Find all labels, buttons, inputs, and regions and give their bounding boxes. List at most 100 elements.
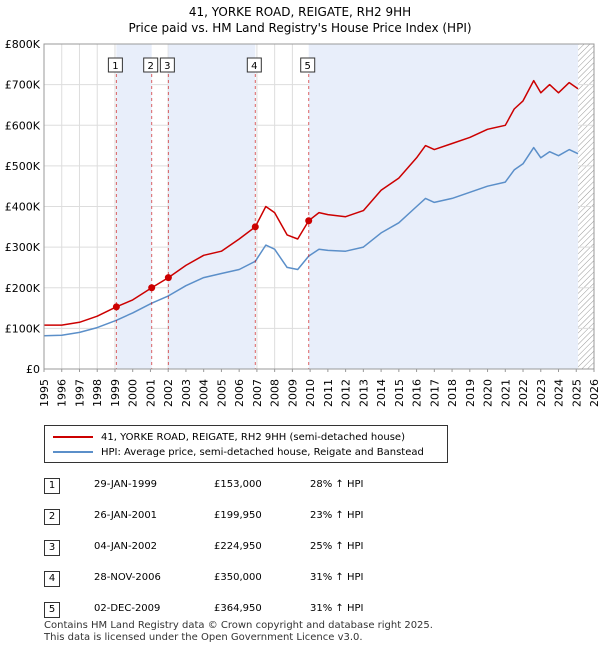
sale-marker-box bbox=[107, 57, 123, 73]
x-tick-label: 2006 bbox=[233, 379, 246, 407]
footer-copyright: Contains HM Land Registry data © Crown c… bbox=[44, 620, 433, 631]
chart-title: 41, YORKE ROAD, REIGATE, RH2 9HH Price p… bbox=[0, 4, 600, 36]
chart-title-line2: Price paid vs. HM Land Registry's House … bbox=[128, 21, 472, 35]
x-tick-label: 2002 bbox=[162, 379, 175, 407]
transaction-number: 1 bbox=[44, 478, 60, 494]
x-tick-label: 2023 bbox=[535, 379, 548, 407]
table-row: 1 29-JAN-1999 £153,000 28% ↑ HPI bbox=[44, 474, 444, 505]
sale-point bbox=[112, 303, 120, 311]
x-tick-label: 2024 bbox=[553, 379, 566, 407]
legend-label-property: 41, YORKE ROAD, REIGATE, RH2 9HH (semi-d… bbox=[101, 431, 405, 443]
table-row: 2 26-JAN-2001 £199,950 23% ↑ HPI bbox=[44, 505, 444, 536]
sale-bands bbox=[116, 44, 579, 369]
x-tick-label: 2018 bbox=[446, 379, 459, 407]
transaction-price: £224,950 bbox=[214, 541, 262, 552]
transaction-number: 4 bbox=[44, 571, 60, 587]
transaction-date: 26-JAN-2001 bbox=[94, 510, 158, 521]
x-tick-label: 2009 bbox=[286, 379, 299, 407]
legend-item-hpi: HPI: Average price, semi-detached house,… bbox=[53, 445, 424, 459]
transaction-number: 3 bbox=[44, 540, 60, 556]
x-tick-label: 2019 bbox=[464, 379, 477, 407]
legend: 41, YORKE ROAD, REIGATE, RH2 9HH (semi-d… bbox=[44, 425, 448, 463]
y-tick-label: £600K bbox=[5, 119, 41, 132]
sale-marker-box bbox=[143, 57, 159, 73]
sale-point bbox=[148, 284, 156, 292]
footer: Contains HM Land Registry data © Crown c… bbox=[44, 620, 433, 644]
sale-band bbox=[308, 44, 579, 369]
x-tick-label: 2010 bbox=[304, 379, 317, 407]
plot-frame bbox=[43, 43, 595, 370]
y-tick-label: £200K bbox=[5, 282, 41, 295]
chart-title-line1: 41, YORKE ROAD, REIGATE, RH2 9HH bbox=[188, 5, 412, 19]
x-tick-label: 2021 bbox=[499, 379, 512, 407]
x-tick-label: 2025 bbox=[570, 379, 583, 407]
legend-swatch-hpi bbox=[53, 451, 93, 453]
x-tick-label: 2020 bbox=[482, 379, 495, 407]
sale-marker-box bbox=[246, 57, 262, 73]
legend-swatch-property bbox=[53, 436, 93, 438]
x-tick-label: 1995 bbox=[38, 379, 51, 407]
sale-marker-label: 2 bbox=[148, 61, 154, 72]
transaction-price: £153,000 bbox=[214, 479, 262, 490]
sale-marker-box bbox=[300, 57, 316, 73]
sale-point bbox=[251, 223, 259, 231]
x-tick-label: 1997 bbox=[73, 379, 86, 407]
x-tick-label: 2004 bbox=[198, 379, 211, 407]
y-tick-label: £100K bbox=[5, 322, 41, 335]
property-price-line bbox=[44, 79, 579, 326]
transaction-hpi-change: 31% ↑ HPI bbox=[310, 572, 364, 583]
sale-marker-label: 3 bbox=[164, 61, 170, 72]
x-tick-label: 1996 bbox=[56, 379, 69, 407]
x-tick-label: 2017 bbox=[428, 379, 441, 407]
transaction-number: 2 bbox=[44, 509, 60, 525]
sale-marker-box bbox=[159, 57, 175, 73]
x-tick-label: 2026 bbox=[588, 379, 600, 407]
x-tick-label: 2007 bbox=[251, 379, 264, 407]
axes: £0 £100K £200K £300K £400K £500K £600K £700K £80… bbox=[5, 38, 600, 407]
transaction-price: £199,950 bbox=[214, 510, 262, 521]
x-tick-label: 2008 bbox=[269, 379, 282, 407]
y-tick-label: £400K bbox=[5, 201, 41, 214]
transaction-date: 02-DEC-2009 bbox=[94, 603, 161, 614]
y-tick-label: £800K bbox=[5, 38, 41, 51]
table-row: 5 02-DEC-2009 £364,950 31% ↑ HPI bbox=[44, 598, 444, 629]
x-tick-label: 2003 bbox=[180, 379, 193, 407]
x-tick-label: 1998 bbox=[91, 379, 104, 407]
transaction-hpi-change: 23% ↑ HPI bbox=[310, 510, 364, 521]
sale-band bbox=[116, 44, 152, 369]
y-tick-label: £0 bbox=[26, 363, 40, 376]
x-tick-label: 2013 bbox=[357, 379, 370, 407]
x-tick-label: 1999 bbox=[109, 379, 122, 407]
x-tick-label: 2014 bbox=[375, 379, 388, 407]
table-row: 3 04-JAN-2002 £224,950 25% ↑ HPI bbox=[44, 536, 444, 567]
y-tick-label: £300K bbox=[5, 241, 41, 254]
transactions-table: 1 29-JAN-1999 £153,000 28% ↑ HPI 2 26-JA… bbox=[44, 474, 444, 629]
sale-point bbox=[305, 217, 313, 225]
x-tick-label: 2012 bbox=[340, 379, 353, 407]
x-tick-label: 2016 bbox=[411, 379, 424, 407]
x-tick-label: 2000 bbox=[127, 379, 140, 407]
y-tick-label: £500K bbox=[5, 160, 41, 173]
hpi-line bbox=[43, 146, 579, 337]
sale-marker-label: 4 bbox=[251, 61, 257, 72]
sale-marker-label: 1 bbox=[112, 61, 118, 72]
transaction-hpi-change: 31% ↑ HPI bbox=[310, 603, 364, 614]
x-tick-label: 2015 bbox=[393, 379, 406, 407]
transaction-date: 04-JAN-2002 bbox=[94, 541, 158, 552]
transaction-date: 28-NOV-2006 bbox=[94, 572, 161, 583]
table-row: 4 28-NOV-2006 £350,000 31% ↑ HPI bbox=[44, 567, 444, 598]
legend-item-property: 41, YORKE ROAD, REIGATE, RH2 9HH (semi-d… bbox=[53, 430, 405, 444]
x-tick-label: 2001 bbox=[144, 379, 157, 407]
sale-marker-label: 5 bbox=[305, 61, 311, 72]
footer-licence: This data is licensed under the Open Gov… bbox=[44, 632, 363, 643]
x-tick-label: 2005 bbox=[215, 379, 228, 407]
legend-label-hpi: HPI: Average price, semi-detached house,… bbox=[101, 446, 424, 458]
x-tick-label: 2011 bbox=[322, 379, 335, 407]
x-tick-label: 2022 bbox=[517, 379, 530, 407]
transaction-date: 29-JAN-1999 bbox=[94, 479, 158, 490]
sale-point bbox=[164, 274, 172, 282]
transaction-number: 5 bbox=[44, 602, 60, 618]
transaction-hpi-change: 25% ↑ HPI bbox=[310, 541, 364, 552]
